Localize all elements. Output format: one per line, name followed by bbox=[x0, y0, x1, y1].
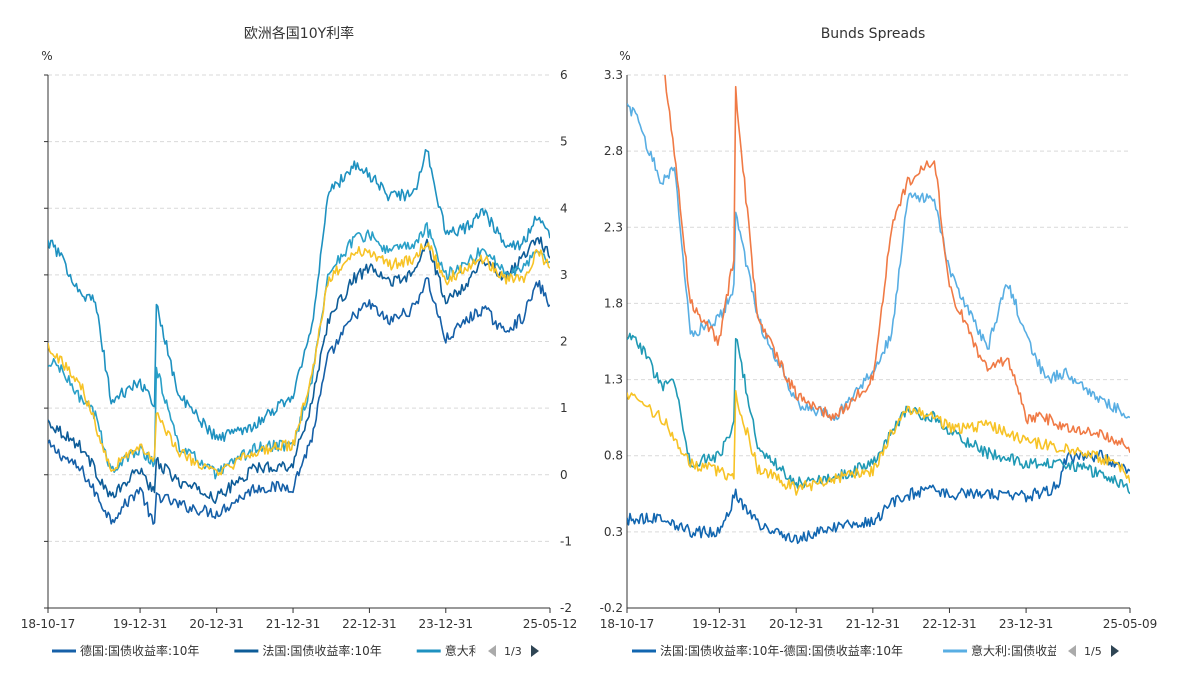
y-axis-unit: % bbox=[619, 49, 630, 63]
y-tick-label: 2 bbox=[560, 335, 568, 349]
chart-title: Bunds Spreads bbox=[821, 26, 926, 42]
y-tick-label: 5 bbox=[560, 135, 568, 149]
legend: 德国:国债收益率:10年 法国:国债收益率:10年 意大利:国债收益率:10年 bbox=[52, 643, 576, 658]
series-line bbox=[48, 242, 550, 476]
legend-pager: 1/3 bbox=[488, 645, 539, 658]
legend-item[interactable]: 意大利:国债收益率:10年 bbox=[943, 643, 1102, 658]
legend-page-indicator: 1/5 bbox=[1084, 645, 1102, 658]
y-tick-label: 3 bbox=[560, 268, 568, 282]
series-group bbox=[48, 149, 550, 525]
next-page-icon[interactable] bbox=[1111, 645, 1119, 657]
legend-item[interactable]: 德国:国债收益率:10年 bbox=[52, 643, 199, 658]
y-tick-label: -0.2 bbox=[600, 601, 623, 615]
series-line bbox=[664, 75, 1130, 453]
y-tick-label: 2.3 bbox=[604, 220, 623, 234]
next-page-icon[interactable] bbox=[531, 645, 539, 657]
y-tick-label: 0 bbox=[560, 468, 568, 482]
legend-page-indicator: 1/3 bbox=[504, 645, 522, 658]
chart-2: Bunds Spreads% -0.2 0.3 0.8 1.3 1.8 2.3 2.8 3.3 1… bbox=[600, 26, 1158, 658]
y-tick-label: 4 bbox=[560, 201, 568, 215]
legend-item[interactable]: 法国:国债收益率:10年 bbox=[234, 643, 382, 658]
x-tick-label: 25-05-12 bbox=[523, 617, 577, 631]
series-line bbox=[627, 103, 1130, 421]
legend-label: 法国:国债收益率:10年 bbox=[262, 643, 381, 658]
x-tick-label: 19-12-31 bbox=[692, 617, 746, 631]
y-tick-label: 1.8 bbox=[604, 296, 623, 310]
series-line bbox=[627, 449, 1130, 545]
x-tick-label: 18-10-17 bbox=[21, 617, 75, 631]
x-tick-label: 18-10-17 bbox=[600, 617, 654, 631]
legend-pager: 1/5 bbox=[1068, 645, 1119, 658]
series-line bbox=[627, 332, 1130, 495]
x-tick-label: 21-12-31 bbox=[846, 617, 900, 631]
series-group bbox=[627, 75, 1130, 545]
legend-label: 意大利:国债收益率:10年 bbox=[445, 643, 576, 658]
x-tick-label: 23-12-31 bbox=[999, 617, 1053, 631]
y-tick-label: 2.8 bbox=[604, 144, 623, 158]
series-line bbox=[48, 149, 550, 442]
legend-item[interactable]: 法国:国债收益率:10年-德国:国债收益率:10年 bbox=[632, 643, 903, 658]
chart-title: 欧洲各国10Y利率 bbox=[244, 25, 354, 42]
x-tick-label: 25-05-09 bbox=[1103, 617, 1157, 631]
x-tick-label: 23-12-31 bbox=[419, 617, 473, 631]
x-tick-label: 19-12-31 bbox=[113, 617, 167, 631]
y-tick-label: -2 bbox=[560, 601, 572, 615]
legend-item[interactable]: 意大利:国债收益率:10年 bbox=[416, 643, 576, 658]
x-tick-label: 22-12-31 bbox=[342, 617, 396, 631]
y-tick-label: 0.8 bbox=[604, 449, 623, 463]
series-line bbox=[627, 390, 1130, 496]
x-tick-label: 21-12-31 bbox=[266, 617, 320, 631]
y-tick-label: -1 bbox=[560, 534, 572, 548]
legend-label: 法国:国债收益率:10年-德国:国债收益率:10年 bbox=[660, 643, 903, 658]
y-axis-unit: % bbox=[41, 49, 52, 63]
y-tick-label: 6 bbox=[560, 68, 568, 82]
legend-label: 意大利:国债收益率:10年 bbox=[971, 643, 1102, 658]
x-tick-label: 22-12-31 bbox=[922, 617, 976, 631]
prev-page-icon[interactable] bbox=[1068, 645, 1076, 657]
series-line bbox=[48, 236, 550, 504]
legend: 法国:国债收益率:10年-德国:国债收益率:10年 意大利:国债收益率:10年 bbox=[632, 643, 1102, 658]
x-tick-label: 20-12-31 bbox=[189, 617, 243, 631]
legend-label: 德国:国债收益率:10年 bbox=[80, 643, 199, 658]
y-tick-label: 1.3 bbox=[604, 373, 623, 387]
y-tick-label: 0.3 bbox=[604, 525, 623, 539]
series-line bbox=[48, 277, 550, 525]
prev-page-icon[interactable] bbox=[488, 645, 496, 657]
y-tick-label: 3.3 bbox=[604, 68, 623, 82]
chart-1: 欧洲各国10Y利率% -2 -1 0 1 2 3 4 5 6 18-10-17 19-12-31 20-… bbox=[21, 25, 577, 658]
x-tick-label: 20-12-31 bbox=[769, 617, 823, 631]
y-tick-label: 1 bbox=[560, 401, 568, 415]
